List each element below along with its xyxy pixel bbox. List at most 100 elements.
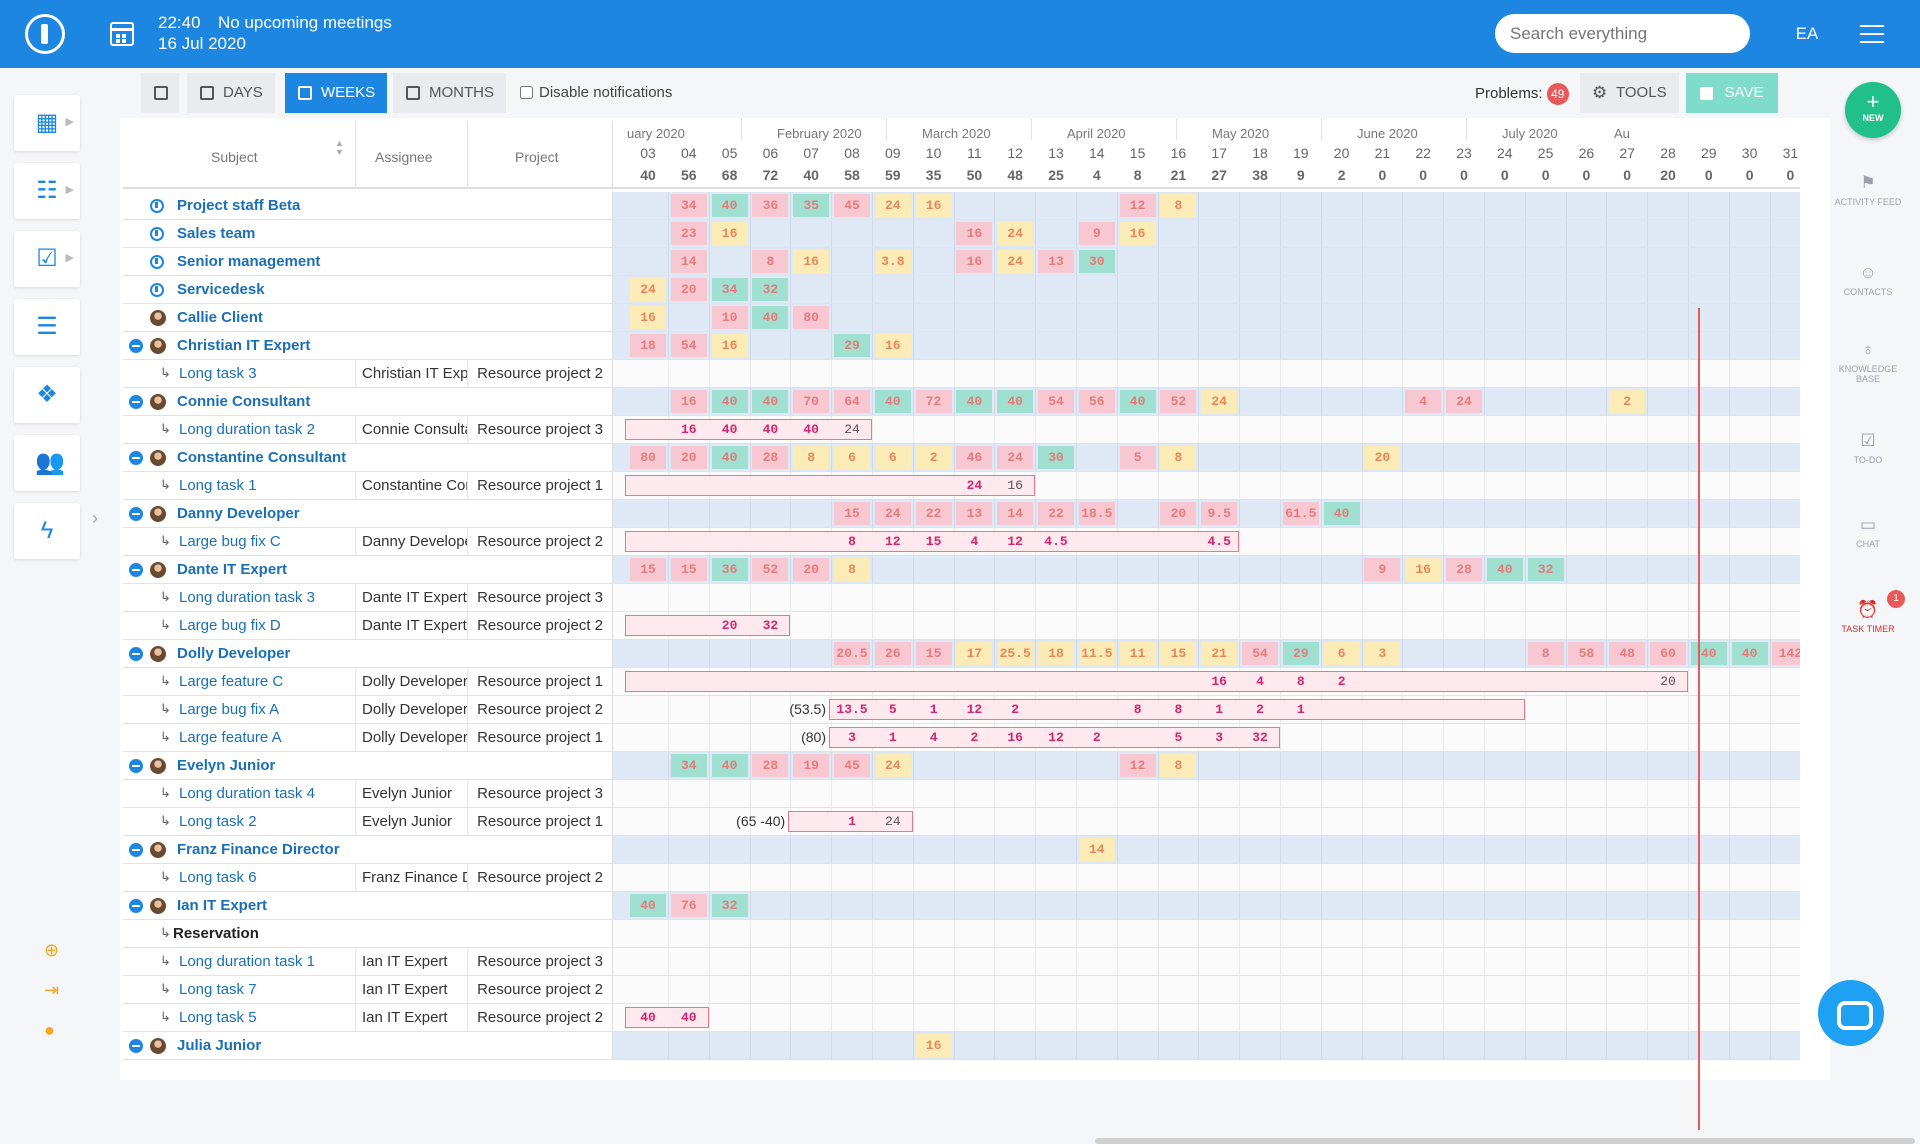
todo-button[interactable]: ☑ TO-DO [1830, 431, 1906, 465]
activity-feed-button[interactable]: ⚑ ACTIVITY FEED [1830, 173, 1906, 207]
task-row[interactable]: ↳ Large feature A Dolly Developer Resource … [123, 724, 1800, 752]
allocation-cell[interactable]: 16 [874, 334, 911, 357]
allocation-cell[interactable]: 9 [1364, 558, 1401, 581]
allocation-cell[interactable]: 9.5 [1201, 502, 1238, 525]
allocation-cell[interactable]: 28 [752, 754, 789, 777]
allocation-cell[interactable]: 80 [630, 446, 666, 469]
allocation-cell[interactable]: 1 [929, 702, 938, 717]
week-number[interactable]: 12 [1007, 145, 1023, 161]
allocation-cell[interactable]: 4 [929, 730, 938, 745]
allocation-cell[interactable]: 40 [803, 422, 819, 437]
allocation-cell[interactable]: 16 [1211, 674, 1227, 689]
week-number[interactable]: 31 [1782, 145, 1799, 161]
nav-quick-actions[interactable]: ϟ [14, 503, 80, 559]
allocation-cell[interactable]: 2 [1092, 730, 1101, 745]
week-number[interactable]: 08 [844, 145, 860, 161]
allocation-cell[interactable]: 24 [966, 478, 983, 493]
collapse-icon[interactable] [129, 899, 143, 913]
allocation-cell[interactable]: 54 [670, 334, 707, 357]
week-number[interactable]: 17 [1211, 145, 1227, 161]
allocation-cell[interactable]: 36 [752, 194, 789, 217]
allocation-cell[interactable]: 22 [915, 502, 952, 525]
resource-name[interactable]: Evelyn Junior [177, 757, 276, 774]
task-name[interactable]: Long task 2 [179, 813, 257, 830]
task-row[interactable]: ↳ Large bug fix A Dolly Developer Resource … [123, 696, 1800, 724]
allocation-cell[interactable]: 15 [915, 642, 952, 665]
resource-group-row[interactable]: Christian IT Expert 18 54 16 29 16 [123, 332, 1800, 360]
allocation-cell[interactable]: 16 [630, 306, 666, 329]
allocation-cell[interactable]: 8 [1174, 702, 1183, 717]
allocation-cell[interactable]: 32 [762, 618, 779, 633]
resource-name[interactable]: Callie Client [177, 309, 263, 326]
collapse-icon[interactable] [129, 451, 143, 465]
allocation-cell[interactable]: 142 [1772, 642, 1800, 665]
allocation-cell[interactable]: 6 [834, 446, 870, 469]
allocation-cell[interactable]: 22 [1038, 502, 1074, 525]
resource-group-row[interactable]: Project staff Beta 34 40 36 35 45 24 16 12 8 [123, 192, 1800, 220]
allocation-cell[interactable]: 35 [793, 194, 830, 217]
allocation-cell[interactable]: 8 [1160, 194, 1197, 217]
resource-group-row[interactable]: Dolly Developer 20.5 26 15 17 25.5 18 11.5 11 15 2… [123, 640, 1800, 668]
chat-button[interactable]: ▭ CHAT [1830, 515, 1906, 549]
resource-group-row[interactable]: Evelyn Junior 34 40 28 19 45 24 12 8 [123, 752, 1800, 780]
allocation-cell[interactable]: 29 [1282, 642, 1319, 665]
week-number[interactable]: 07 [803, 145, 819, 161]
allocation-cell[interactable]: 24 [874, 502, 911, 525]
hamburger-menu-icon[interactable] [1860, 25, 1884, 43]
task-row[interactable]: ↳ Long task 1 Constantine ConsultantResour… [123, 472, 1800, 500]
allocation-cell[interactable]: 15 [1160, 642, 1197, 665]
allocation-bar[interactable] [625, 531, 1239, 552]
allocation-cell[interactable]: 16 [1405, 558, 1442, 581]
week-number[interactable]: 16 [1170, 145, 1187, 161]
app-logo-icon[interactable] [25, 14, 65, 54]
disable-notifications-checkbox[interactable] [520, 86, 533, 99]
allocation-cell[interactable]: 20 [1364, 446, 1401, 469]
allocation-bar[interactable] [625, 419, 872, 440]
task-name[interactable]: Long task 3 [179, 365, 257, 382]
task-row[interactable]: ↳ Large feature C Dolly Developer Resource … [123, 668, 1800, 696]
allocation-cell[interactable]: 20 [721, 618, 738, 633]
allocation-cell[interactable]: 45 [834, 194, 870, 217]
save-button[interactable]: SAVE [1686, 73, 1778, 113]
allocation-cell[interactable]: 8 [1133, 702, 1142, 717]
resource-name[interactable]: Sales team [177, 225, 256, 242]
allocation-cell[interactable]: 54 [1242, 642, 1278, 665]
week-number[interactable]: 30 [1741, 145, 1758, 161]
resource-group-row[interactable]: Sales team 23 16 16 24 9 16 [123, 220, 1800, 248]
allocation-cell[interactable]: 40 [752, 390, 789, 413]
week-number[interactable]: 10 [925, 145, 942, 161]
allocation-cell[interactable]: 4 [1405, 390, 1442, 413]
allocation-cell[interactable]: 15 [925, 534, 942, 549]
week-number[interactable]: 21 [1374, 145, 1391, 161]
allocation-cell[interactable]: 13 [956, 502, 993, 525]
allocation-cell[interactable]: 4.5 [1044, 534, 1068, 549]
task-row[interactable]: ↳ Long duration task 2 Connie ConsultantRe… [123, 416, 1800, 444]
chat-bubble-icon[interactable] [1818, 980, 1884, 1046]
sort-icon[interactable]: ▲ ▼ [335, 138, 344, 157]
task-timer-button[interactable]: ⏰ TASK TIMER 1 [1830, 590, 1906, 634]
allocation-cell[interactable]: 40 [1119, 390, 1156, 413]
months-view-button[interactable]: MONTHS [393, 73, 506, 113]
resource-group-row[interactable]: Dante IT Expert 15 15 36 52 20 8 9 16 28 40 32 [123, 556, 1800, 584]
allocation-cell[interactable]: 15 [670, 558, 707, 581]
calendar-picker-button[interactable] [141, 73, 179, 113]
week-number[interactable]: 27 [1619, 145, 1635, 161]
knowledge-base-button[interactable]: ♁ KNOWLEDGE BASE [1830, 340, 1906, 384]
resource-name[interactable]: Julia Junior [177, 1037, 262, 1054]
allocation-cell[interactable]: 76 [670, 894, 707, 917]
allocation-cell[interactable]: 40 [711, 194, 748, 217]
allocation-cell[interactable]: 16 [1119, 222, 1156, 245]
task-row[interactable]: ↳ Long task 7 Ian IT Expert Resource projec… [123, 976, 1800, 1004]
allocation-bar[interactable] [788, 811, 913, 832]
allocation-cell[interactable]: 40 [752, 306, 789, 329]
allocation-cell[interactable]: 24 [1446, 390, 1482, 413]
week-number[interactable]: 19 [1293, 145, 1309, 161]
week-number[interactable]: 05 [721, 145, 738, 161]
new-button[interactable]: + NEW [1845, 82, 1901, 138]
allocation-cell[interactable]: 20 [793, 558, 830, 581]
task-row[interactable]: ↳ Reservation [123, 920, 1800, 948]
allocation-cell[interactable]: 20 [670, 446, 707, 469]
allocation-bar[interactable] [829, 699, 1525, 720]
task-row[interactable]: ↳ Large bug fix C Danny Developer Resource … [123, 528, 1800, 556]
task-name[interactable]: Large bug fix C [179, 533, 281, 550]
